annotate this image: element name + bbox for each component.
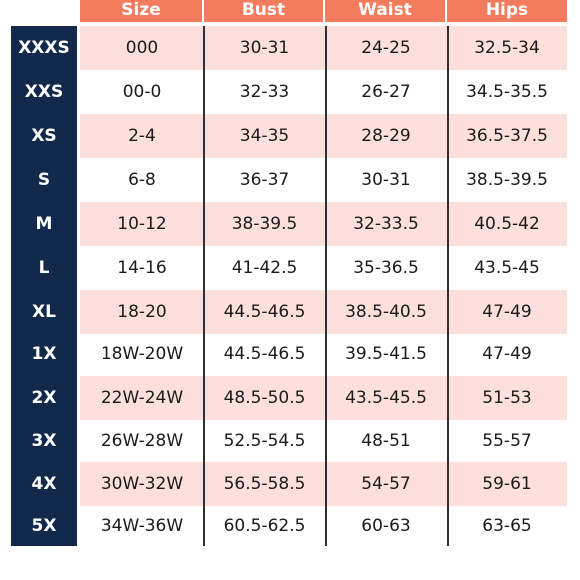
table-row: 10-12 38-39.5 32-33.5 40.5-42 bbox=[80, 202, 567, 246]
bust-cell: 60.5-62.5 bbox=[223, 516, 306, 536]
size-cell: 22W-24W bbox=[100, 388, 184, 408]
size-label: S bbox=[37, 170, 51, 190]
size-cell: 14-16 bbox=[117, 258, 167, 278]
size-cell: 18-20 bbox=[117, 302, 167, 322]
size-label: 4X bbox=[31, 474, 57, 494]
waist-cell: 35-36.5 bbox=[353, 258, 419, 278]
waist-cell: 48-51 bbox=[361, 431, 411, 451]
waist-cell: 54-57 bbox=[361, 474, 411, 494]
waist-cell: 24-25 bbox=[361, 38, 411, 58]
bust-cell: 44.5-46.5 bbox=[223, 344, 306, 364]
size-label: 3X bbox=[31, 431, 57, 451]
header-waist: Waist bbox=[325, 0, 445, 22]
bust-cell: 48.5-50.5 bbox=[223, 388, 306, 408]
hips-cell: 63-65 bbox=[482, 516, 532, 536]
waist-cell: 32-33.5 bbox=[353, 214, 419, 234]
bust-cell: 41-42.5 bbox=[231, 258, 298, 278]
size-label: XL bbox=[32, 302, 56, 322]
size-label: 1X bbox=[31, 344, 57, 364]
hips-cell: 40.5-42 bbox=[474, 214, 540, 234]
header-hips: Hips bbox=[447, 0, 567, 22]
hips-cell: 36.5-37.5 bbox=[466, 126, 548, 146]
bust-cell: 30-31 bbox=[239, 38, 290, 58]
size-label: L bbox=[38, 258, 50, 278]
size-cell: 2-4 bbox=[128, 126, 156, 146]
size-cell: 30W-32W bbox=[100, 474, 184, 494]
size-label: XXXS bbox=[18, 38, 70, 58]
table-row: 18W-20W 44.5-46.5 39.5-41.5 47-49 bbox=[80, 332, 567, 376]
size-label: XXS bbox=[24, 82, 64, 102]
hips-cell: 47-49 bbox=[482, 344, 532, 364]
waist-cell: 43.5-45.5 bbox=[345, 388, 427, 408]
size-cell: 6-8 bbox=[128, 170, 156, 190]
table-row: 14-16 41-42.5 35-36.5 43.5-45 bbox=[80, 246, 567, 290]
size-label: 5X bbox=[31, 516, 57, 536]
hips-cell: 38.5-39.5 bbox=[466, 170, 548, 190]
bust-cell: 38-39.5 bbox=[231, 214, 298, 234]
table-row: 6-8 36-37 30-31 38.5-39.5 bbox=[80, 158, 567, 202]
size-cell: 10-12 bbox=[117, 214, 167, 234]
size-label: 2X bbox=[31, 388, 57, 408]
waist-cell: 60-63 bbox=[361, 516, 411, 536]
table-row: 26W-28W 52.5-54.5 48-51 55-57 bbox=[80, 419, 567, 463]
table-row: 34W-36W 60.5-62.5 60-63 63-65 bbox=[80, 504, 567, 548]
size-label: M bbox=[35, 214, 53, 234]
table-row: 2-4 34-35 28-29 36.5-37.5 bbox=[80, 114, 567, 158]
table-row: 18-20 44.5-46.5 38.5-40.5 47-49 bbox=[80, 290, 567, 334]
size-cell: 26W-28W bbox=[100, 431, 184, 451]
waist-cell: 26-27 bbox=[361, 82, 411, 102]
table-row: 000 30-31 24-25 32.5-34 bbox=[80, 26, 567, 70]
bust-cell: 34-35 bbox=[239, 126, 290, 146]
size-cell: 00-0 bbox=[122, 82, 162, 102]
waist-cell: 38.5-40.5 bbox=[345, 302, 427, 322]
hips-cell: 51-53 bbox=[482, 388, 532, 408]
column-divider bbox=[203, 26, 205, 546]
hips-cell: 34.5-35.5 bbox=[466, 82, 548, 102]
hips-cell: 47-49 bbox=[482, 302, 532, 322]
column-divider bbox=[325, 26, 327, 546]
column-divider bbox=[447, 26, 449, 546]
bust-cell: 56.5-58.5 bbox=[223, 474, 306, 494]
header-row: Size Bust Waist Hips bbox=[80, 0, 567, 22]
bust-cell: 44.5-46.5 bbox=[223, 302, 306, 322]
size-label-column: XXXS XXS XS S M L XL 1X 2X 3X 4X 5X bbox=[11, 26, 77, 546]
hips-cell: 55-57 bbox=[482, 431, 532, 451]
header-size: Size bbox=[80, 0, 202, 22]
table-row: 00-0 32-33 26-27 34.5-35.5 bbox=[80, 70, 567, 114]
size-label: XS bbox=[31, 126, 57, 146]
waist-cell: 39.5-41.5 bbox=[345, 344, 427, 364]
size-cell: 000 bbox=[125, 38, 159, 58]
bust-cell: 36-37 bbox=[239, 170, 290, 190]
table-row: 30W-32W 56.5-58.5 54-57 59-61 bbox=[80, 462, 567, 506]
hips-cell: 43.5-45 bbox=[474, 258, 540, 278]
hips-cell: 32.5-34 bbox=[474, 38, 540, 58]
size-cell: 34W-36W bbox=[100, 516, 184, 536]
header-bust: Bust bbox=[204, 0, 323, 22]
bust-cell: 32-33 bbox=[239, 82, 290, 102]
table-row: 22W-24W 48.5-50.5 43.5-45.5 51-53 bbox=[80, 376, 567, 420]
bust-cell: 52.5-54.5 bbox=[223, 431, 306, 451]
waist-cell: 30-31 bbox=[361, 170, 411, 190]
size-cell: 18W-20W bbox=[100, 344, 184, 364]
hips-cell: 59-61 bbox=[482, 474, 532, 494]
waist-cell: 28-29 bbox=[361, 126, 411, 146]
